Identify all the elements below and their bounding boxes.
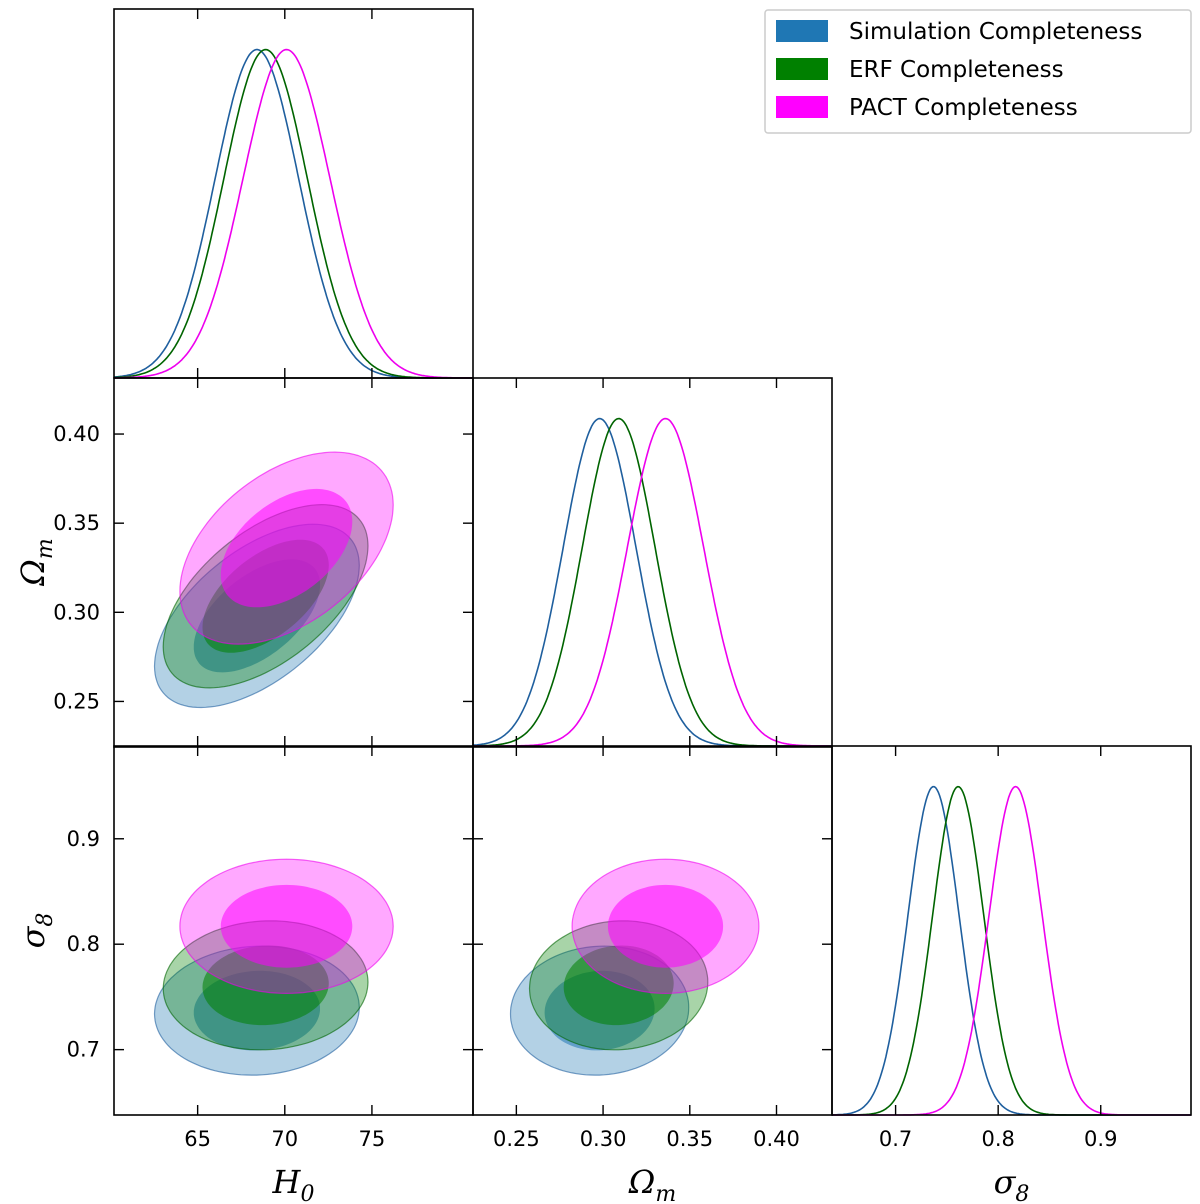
panel-Om-vs-H0 <box>153 451 394 709</box>
density-curve-series-0 <box>472 417 832 747</box>
x-tick-label-s8-2: 0.9 <box>1084 1127 1117 1151</box>
y-tick-label-s8-2: 0.9 <box>67 827 100 851</box>
x-tick-label-H0-0: 65 <box>184 1127 211 1151</box>
marginal-H0 <box>113 48 473 379</box>
x-axis-title-s8: σ8 <box>994 1163 1030 1204</box>
x-tick-label-H0-1: 70 <box>271 1127 298 1151</box>
y-tick-label-s8-1: 0.8 <box>67 932 100 956</box>
density-curve-series-2 <box>473 417 832 747</box>
contour-68-series-2 <box>220 488 353 608</box>
x-tick-label-s8-1: 0.8 <box>981 1127 1014 1151</box>
y-axis-title-s8: σ8 <box>14 913 58 949</box>
density-curve-series-2 <box>832 785 1191 1116</box>
panel-s8-vs-H0 <box>153 858 394 1076</box>
y-tick-label-Om-1: 0.30 <box>53 600 100 624</box>
panel-s8-vs-Om <box>509 858 760 1076</box>
contour-68-series-1 <box>563 945 674 1026</box>
contour-68-series-2 <box>220 884 353 968</box>
frame-2-2 <box>831 745 1192 1116</box>
x-tick-label-Om-1: 0.30 <box>580 1127 627 1151</box>
contour-68-series-2 <box>607 884 724 968</box>
x-tick-label-H0-2: 75 <box>359 1127 386 1151</box>
x-tick-label-Om-2: 0.35 <box>666 1127 713 1151</box>
legend: Simulation Completeness ERF Completeness P… <box>764 9 1192 134</box>
y-tick-label-Om-0: 0.25 <box>53 689 100 713</box>
frame-0-0 <box>113 8 474 379</box>
panels-layer: 65 70 75 0.25 0.30 0.35 0.40 0.7 0.8 0.9 0.25 0.30 0… <box>14 8 1192 1204</box>
density-curve-series-0 <box>113 48 473 379</box>
legend-swatch-2 <box>776 96 828 118</box>
x-axis-title-H0: H0 <box>272 1163 315 1204</box>
x-axis-title-Om: Ωm <box>628 1163 676 1204</box>
x-tick-label-Om-3: 0.40 <box>753 1127 800 1151</box>
density-curve-series-1 <box>832 785 1191 1116</box>
contours-Om-vs-H0 <box>153 451 394 709</box>
density-curve-series-1 <box>114 48 473 379</box>
y-axis-title-Om: Ωm <box>14 538 58 586</box>
frame-1-1 <box>472 377 833 748</box>
legend-label-1: ERF Completeness <box>849 57 1064 83</box>
y-tick-label-s8-0: 0.7 <box>67 1038 100 1062</box>
legend-frame <box>764 9 1192 134</box>
density-curve-series-0 <box>831 785 1191 1116</box>
legend-items: Simulation Completeness ERF Completeness P… <box>776 19 1142 121</box>
y-tick-label-Om-2: 0.35 <box>53 511 100 535</box>
marginal-s8 <box>831 785 1191 1116</box>
y-tick-label-Om-3: 0.40 <box>53 422 100 446</box>
contours-s8-vs-Om <box>509 858 760 1076</box>
density-curve-series-1 <box>473 417 832 747</box>
x-tick-label-s8-0: 0.7 <box>879 1127 912 1151</box>
legend-swatch-0 <box>776 20 828 42</box>
marginal-Om <box>472 417 832 747</box>
x-tick-label-Om-0: 0.25 <box>493 1127 540 1151</box>
legend-swatch-1 <box>776 58 828 80</box>
density-curve-series-2 <box>114 48 473 379</box>
legend-label-0: Simulation Completeness <box>849 19 1142 45</box>
contours-s8-vs-H0 <box>153 858 394 1076</box>
legend-label-2: PACT Completeness <box>849 95 1078 121</box>
